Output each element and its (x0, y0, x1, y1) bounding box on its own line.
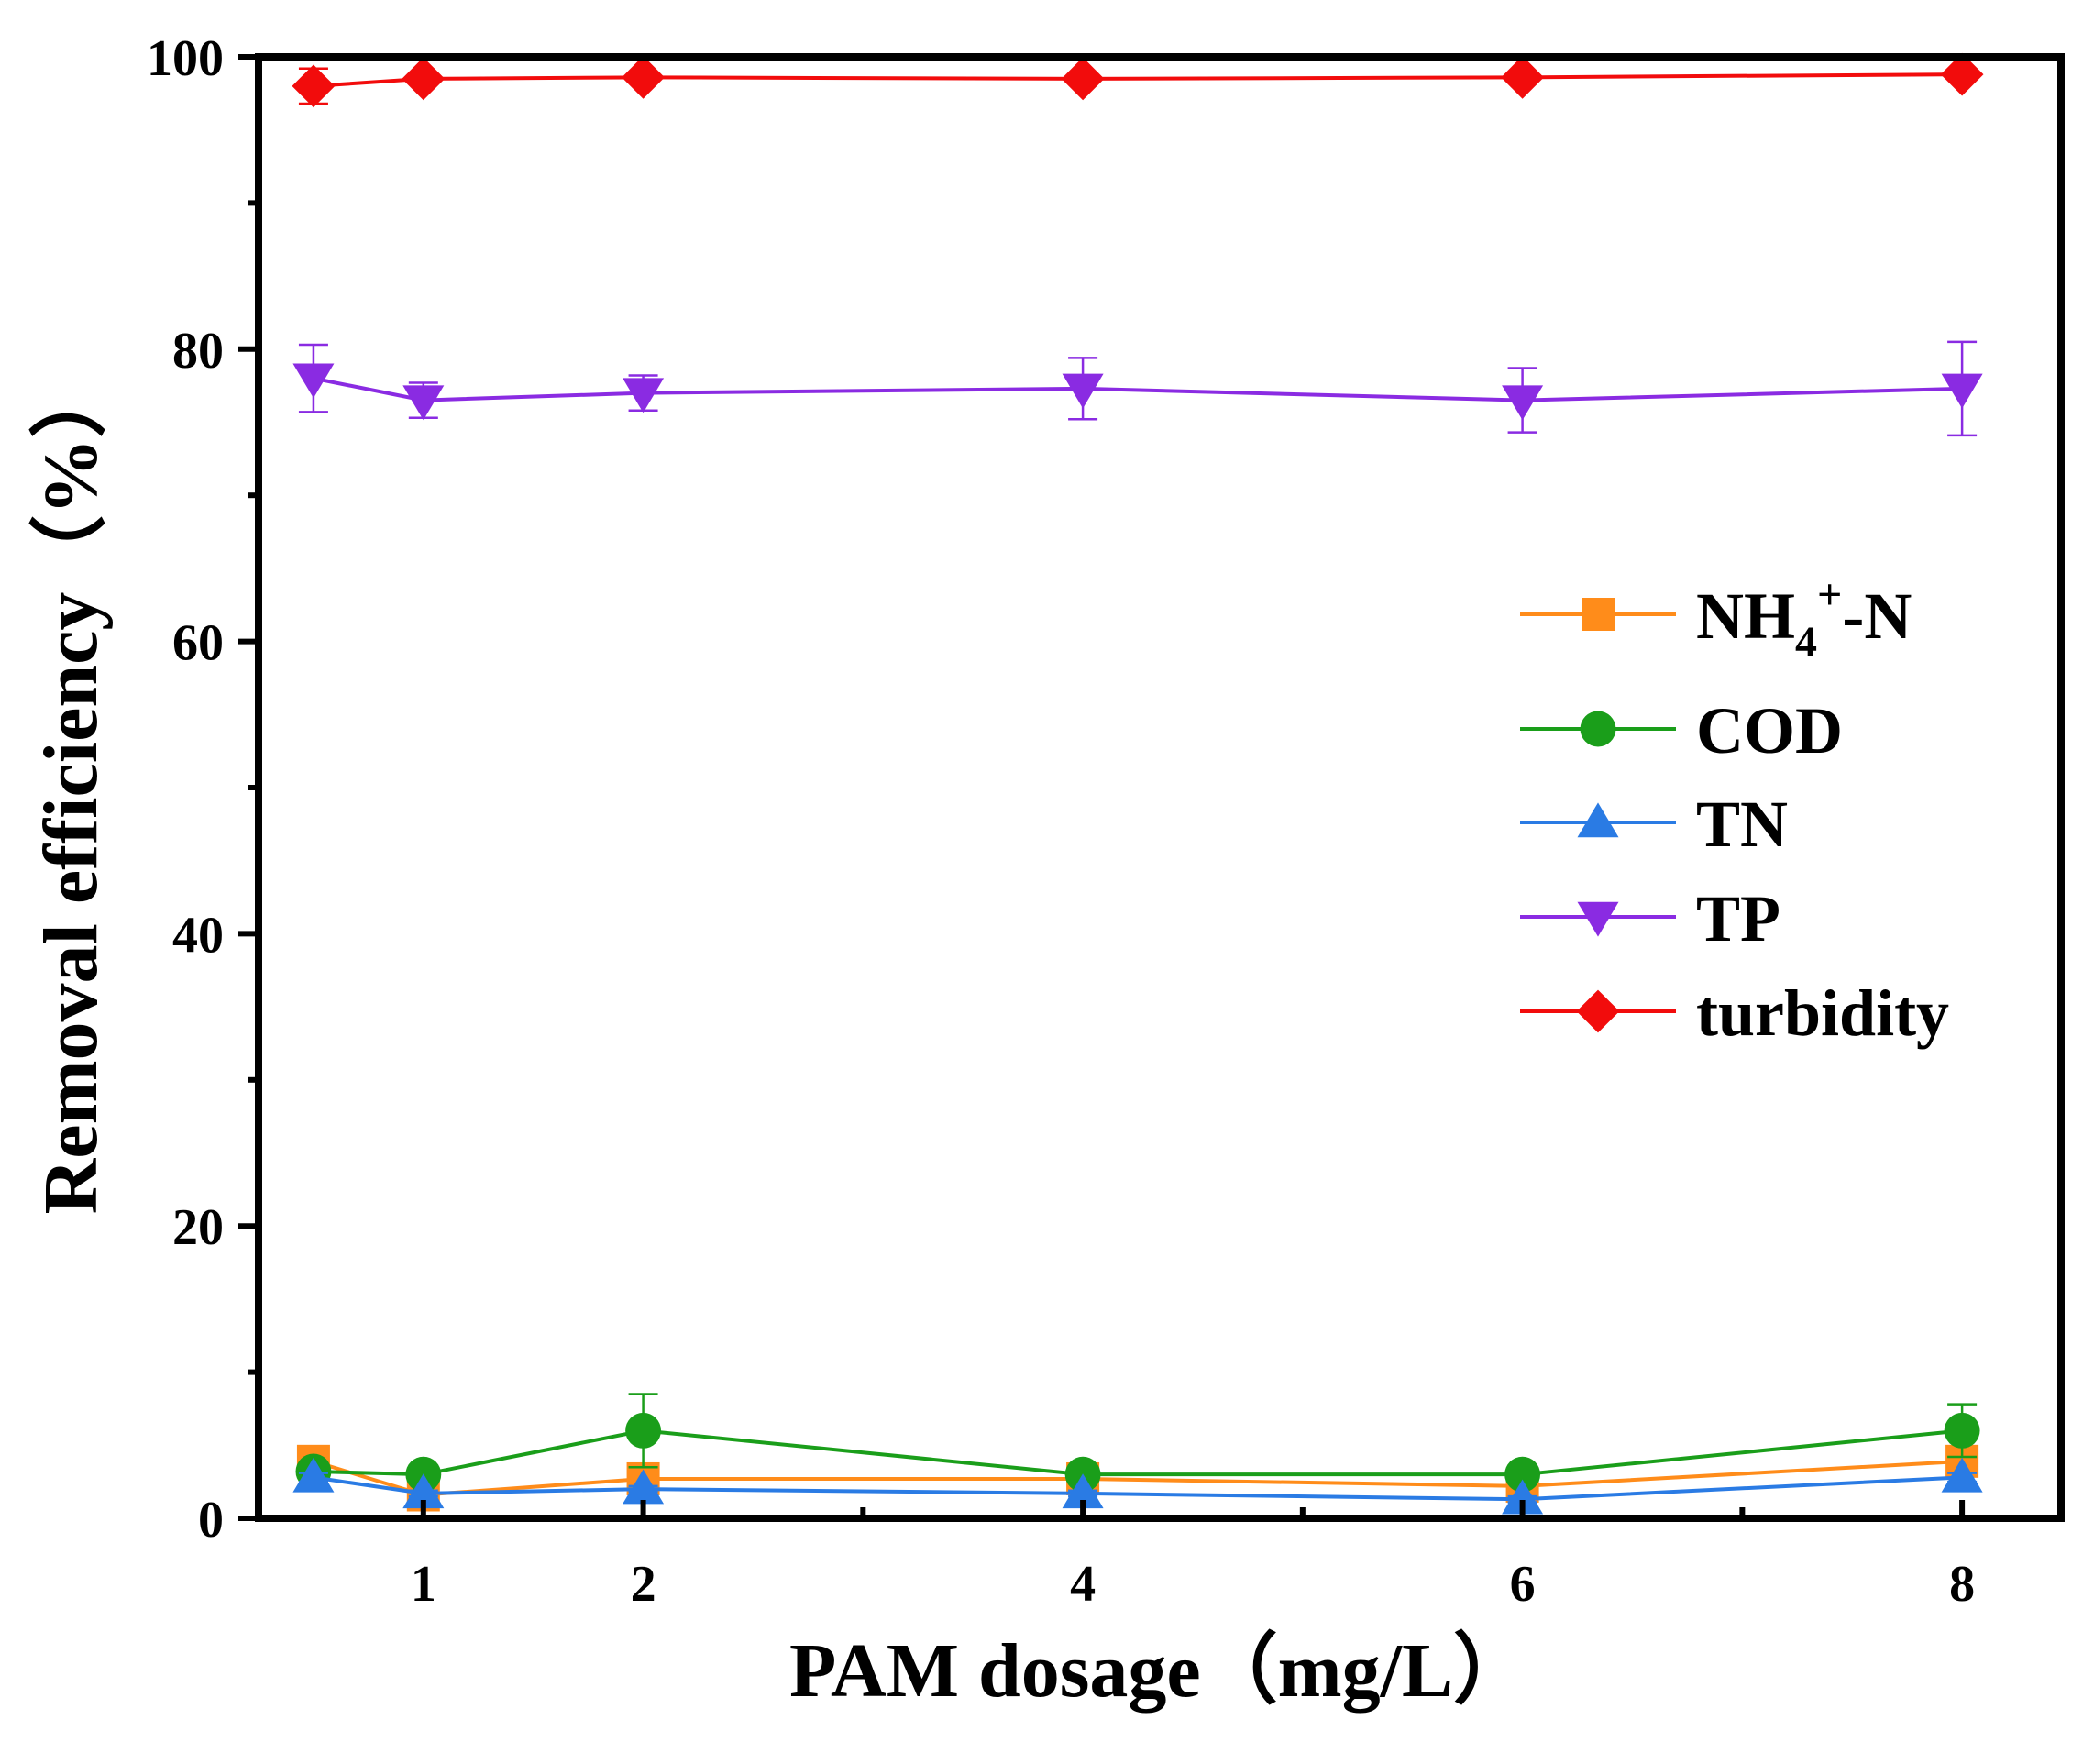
x-tick-label: 6 (1510, 1556, 1536, 1613)
data-point (1062, 1473, 1104, 1509)
legend-marker (1577, 802, 1619, 838)
legend-label: TP (1696, 882, 1780, 955)
series-line (313, 376, 1963, 402)
data-point (1501, 55, 1544, 99)
legend-label: TN (1696, 788, 1788, 861)
series-cod (295, 1393, 1980, 1493)
data-point (292, 64, 336, 108)
data-point (1944, 1412, 1980, 1449)
x-tick-label: 1 (411, 1556, 436, 1613)
data-point (625, 1412, 662, 1449)
series-turbidity (292, 52, 1984, 108)
data-point (622, 55, 665, 99)
y-tick-label: 80 (172, 323, 224, 380)
data-point (1941, 1457, 1983, 1493)
x-tick-label: 4 (1070, 1556, 1096, 1613)
y-tick-label: 40 (172, 907, 224, 964)
data-point (402, 57, 446, 101)
y-tick-label: 100 (147, 30, 224, 87)
data-point (292, 1457, 335, 1493)
data-point (1502, 385, 1544, 421)
data-point (1062, 373, 1104, 409)
y-tick-label: 0 (198, 1492, 224, 1549)
series-tn (292, 1457, 1983, 1515)
data-point (1504, 1456, 1541, 1493)
data-point (623, 1469, 665, 1505)
data-point (623, 378, 665, 413)
series-line (313, 1475, 1963, 1502)
legend-marker (1582, 598, 1615, 631)
data-point (1502, 1479, 1544, 1515)
x-axis-title: PAM dosage（mg/L） (789, 1628, 1530, 1714)
y-tick-label: 20 (172, 1199, 224, 1256)
legend-label: NH4+-N (1696, 570, 1912, 667)
data-point (402, 1473, 445, 1509)
legend-marker (1580, 711, 1616, 747)
x-tick-label: 8 (1949, 1556, 1975, 1613)
legend: NH4+-N COD TN TP turbidity (1520, 570, 1949, 1050)
data-point (292, 363, 335, 399)
legend-label: turbidity (1696, 976, 1949, 1050)
data-point (1941, 373, 1983, 409)
legend-marker (1576, 989, 1620, 1033)
plot-frame (255, 53, 2065, 1522)
series-line (313, 72, 1963, 88)
legend-label: COD (1696, 694, 1843, 767)
data-point (402, 385, 445, 421)
y-tick-label: 60 (172, 615, 224, 672)
data-point (1061, 57, 1105, 101)
data-point (1940, 52, 1984, 96)
series-layer (292, 52, 1984, 1515)
legend-marker (1577, 901, 1619, 937)
y-axis-title: Removal efficiency（%） (28, 361, 114, 1215)
x-tick-label: 2 (631, 1556, 656, 1613)
series-tp (292, 340, 1983, 437)
series-line (313, 1428, 1963, 1477)
